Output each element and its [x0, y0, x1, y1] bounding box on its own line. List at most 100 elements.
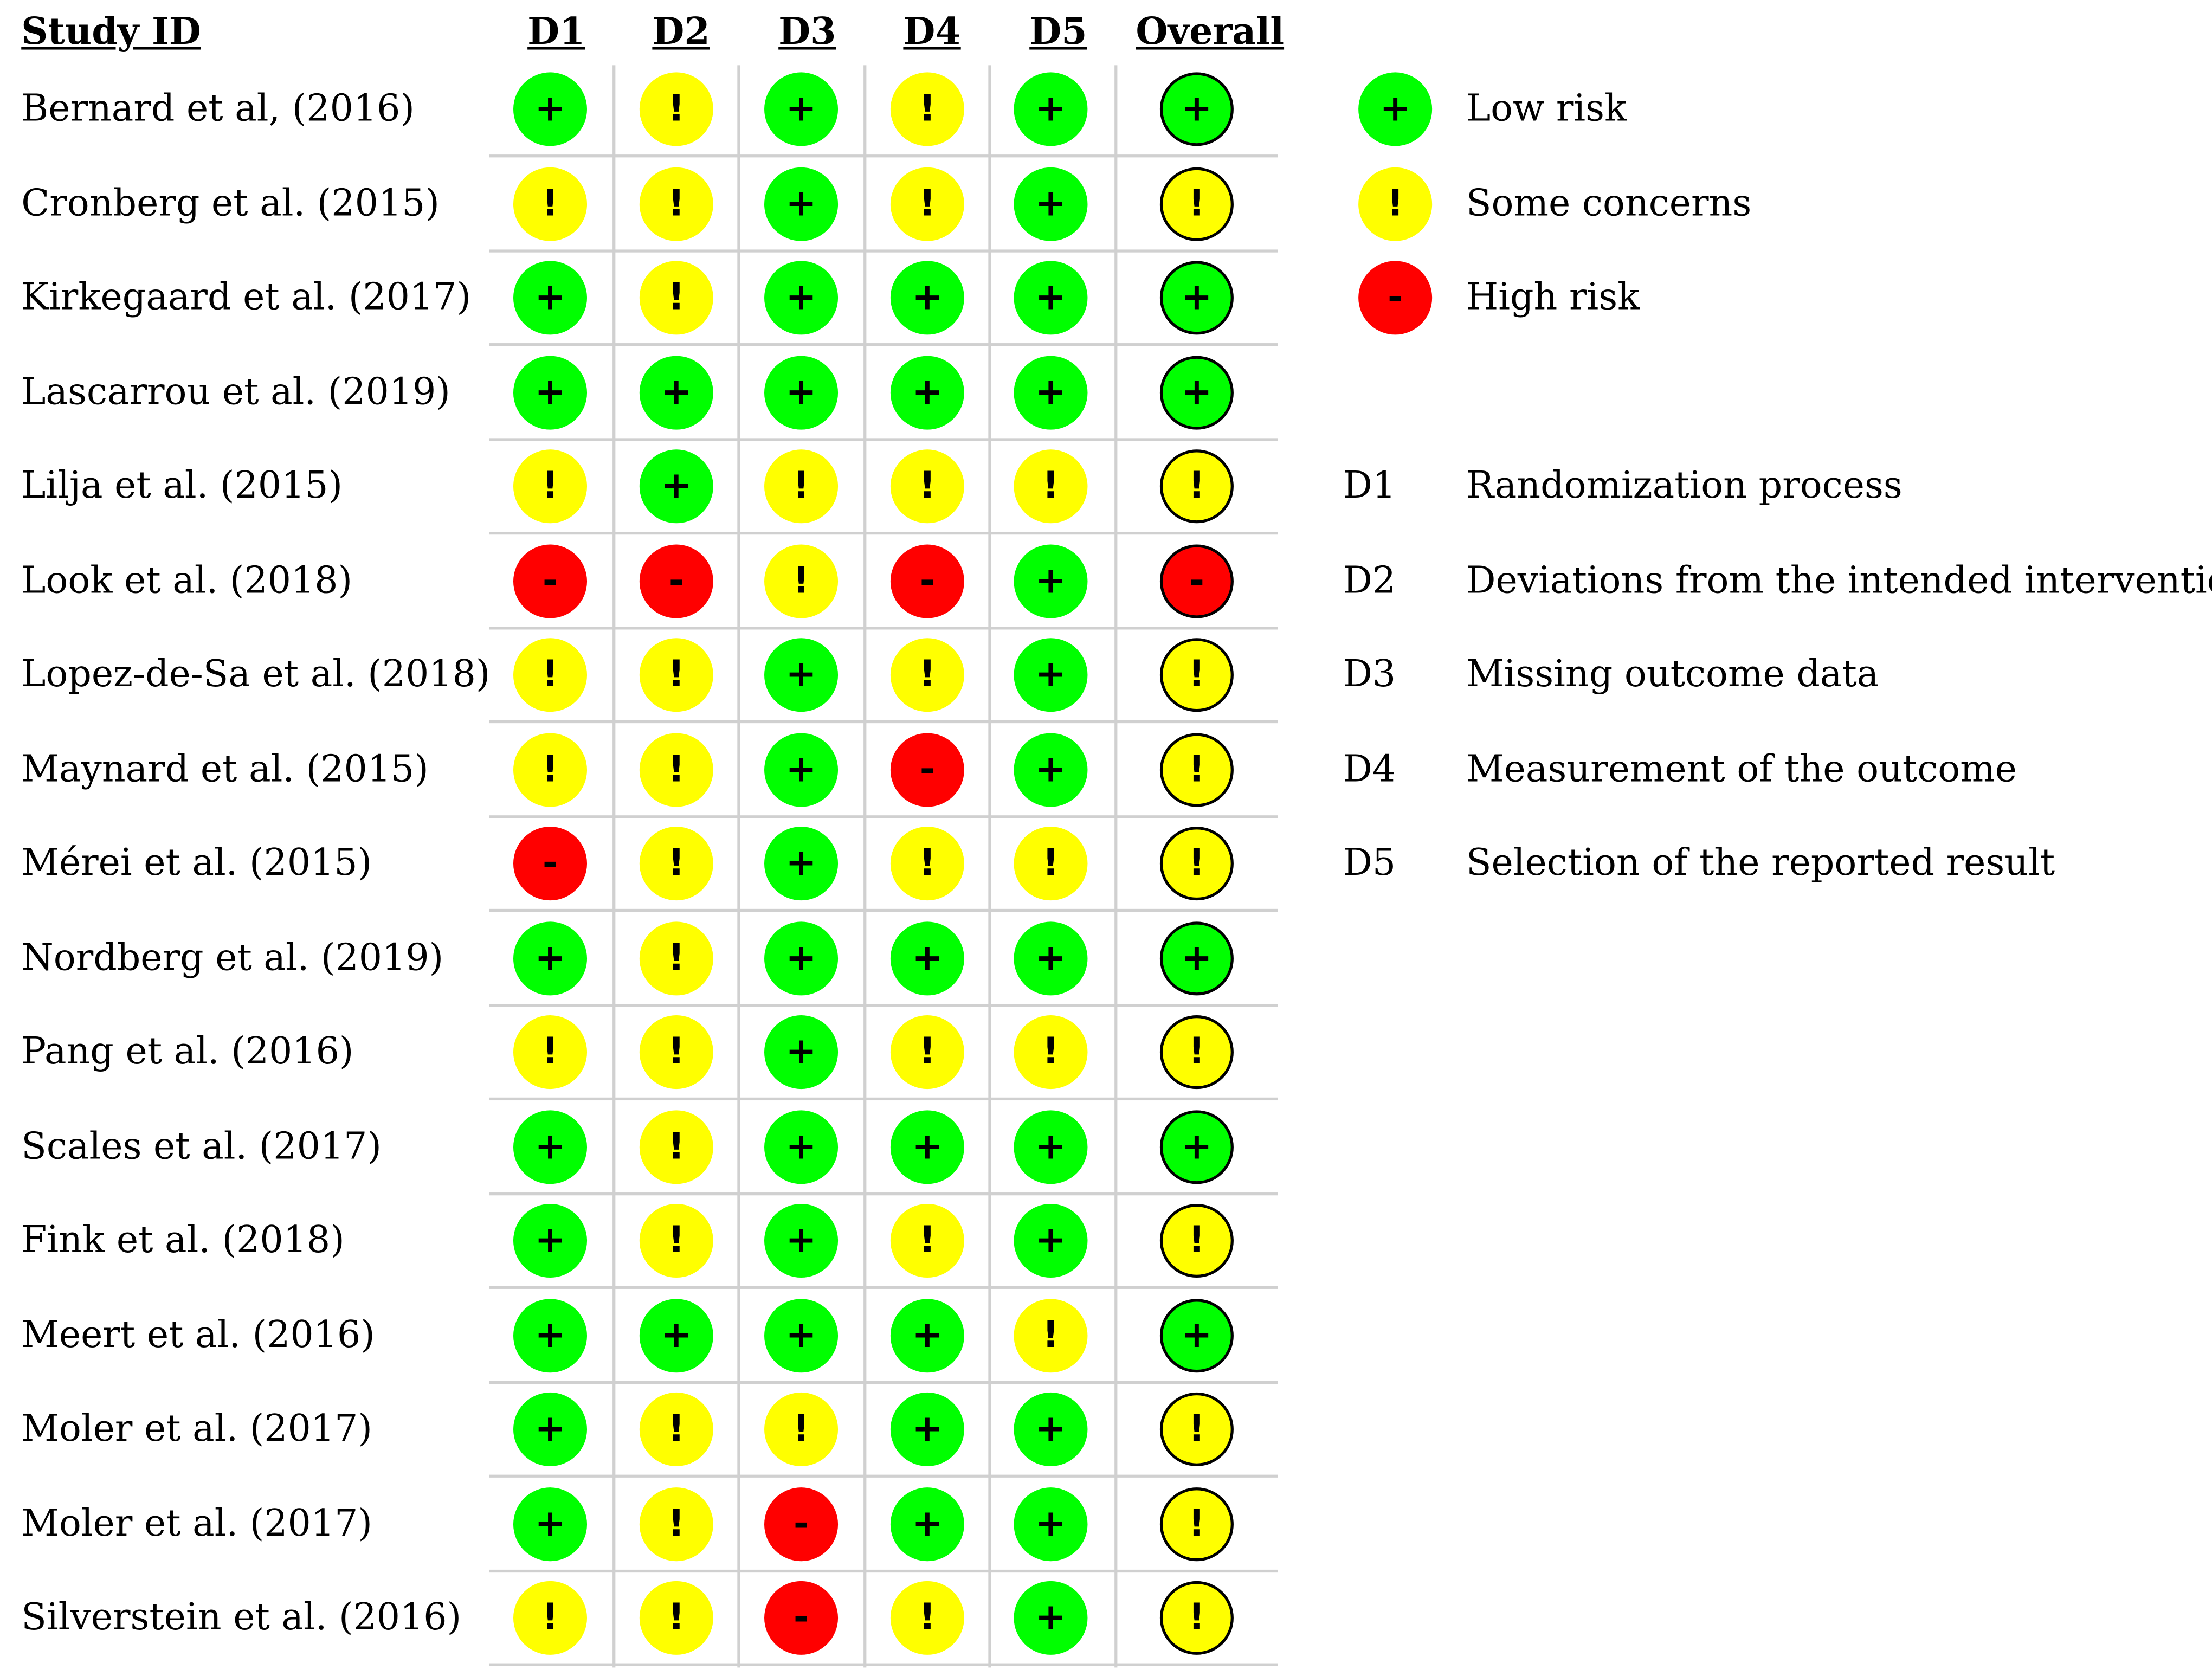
domain-description: Randomization process: [1466, 465, 1903, 508]
rating-dot-d5: +: [1014, 1110, 1088, 1184]
row-separator: [489, 343, 1278, 346]
domain-description: Measurement of the outcome: [1466, 747, 2017, 791]
overall-rating-dot: !: [1159, 1486, 1234, 1561]
study-label: Silverstein et al. (2016): [21, 1596, 462, 1640]
overall-rating-dot: !: [1159, 732, 1234, 807]
rating-dot-d1: +: [513, 1486, 588, 1561]
rating-dot-d3: -: [764, 1581, 839, 1655]
header-d5: D5: [1029, 11, 1087, 54]
overall-rating-dot: !: [1159, 827, 1234, 901]
domain-code: D4: [1343, 747, 1396, 791]
row-separator: [489, 1569, 1278, 1572]
rating-dot-d3: -: [764, 1486, 839, 1561]
legend-label-some: Some concerns: [1466, 182, 1752, 225]
rating-dot-d3: +: [764, 166, 839, 241]
rating-dot-d2: !: [639, 732, 713, 807]
legend-dot-high: -: [1358, 261, 1433, 335]
row-separator: [489, 532, 1278, 535]
row-separator: [489, 1286, 1278, 1290]
rating-dot-d4: +: [890, 1392, 964, 1466]
column-separator: [863, 65, 867, 1668]
rating-dot-d3: +: [764, 638, 839, 712]
rating-dot-d5: !: [1014, 827, 1088, 901]
rating-dot-d1: !: [513, 1581, 588, 1655]
column-separator: [737, 65, 740, 1668]
rating-dot-d1: !: [513, 732, 588, 807]
rating-dot-d4: !: [890, 1015, 964, 1090]
rating-dot-d1: !: [513, 166, 588, 241]
study-label: Cronberg et al. (2015): [21, 182, 440, 225]
study-label: Look et al. (2018): [21, 559, 353, 602]
column-separator: [1114, 65, 1118, 1668]
overall-rating-dot: !: [1159, 638, 1234, 712]
rating-dot-d3: +: [764, 1110, 839, 1184]
domain-description: Deviations from the intended interventio…: [1466, 559, 2212, 602]
rating-dot-d2: !: [639, 261, 713, 335]
rating-dot-d1: +: [513, 72, 588, 146]
study-label: Meert et al. (2016): [21, 1313, 375, 1357]
rating-dot-d5: +: [1014, 1203, 1088, 1278]
overall-rating-dot: +: [1159, 72, 1234, 146]
legend-label-high: High risk: [1466, 276, 1640, 319]
row-separator: [489, 1475, 1278, 1478]
rating-dot-d4: !: [890, 1581, 964, 1655]
rating-dot-d3: +: [764, 732, 839, 807]
rating-dot-d2: !: [639, 638, 713, 712]
overall-rating-dot: !: [1159, 1392, 1234, 1466]
rating-dot-d2: !: [639, 72, 713, 146]
rating-dot-d5: !: [1014, 1298, 1088, 1372]
overall-rating-dot: +: [1159, 1298, 1234, 1372]
overall-rating-dot: +: [1159, 355, 1234, 429]
rating-dot-d3: +: [764, 261, 839, 335]
rating-dot-d2: !: [639, 1581, 713, 1655]
rating-dot-d2: -: [639, 544, 713, 618]
rating-dot-d3: +: [764, 1015, 839, 1090]
study-label: Nordberg et al. (2019): [21, 936, 444, 979]
rating-dot-d4: +: [890, 1298, 964, 1372]
rating-dot-d1: !: [513, 449, 588, 524]
row-separator: [489, 154, 1278, 158]
legend-dot-some: !: [1358, 166, 1433, 241]
row-separator: [489, 909, 1278, 912]
rating-dot-d4: -: [890, 544, 964, 618]
rating-dot-d4: !: [890, 72, 964, 146]
rating-dot-d5: +: [1014, 732, 1088, 807]
domain-code: D1: [1343, 465, 1396, 508]
rating-dot-d3: !: [764, 1392, 839, 1466]
overall-rating-dot: !: [1159, 1203, 1234, 1278]
rating-dot-d3: +: [764, 827, 839, 901]
rating-dot-d2: !: [639, 1392, 713, 1466]
study-label: Lopez-de-Sa et al. (2018): [21, 653, 491, 697]
study-label: Lilja et al. (2015): [21, 465, 343, 508]
overall-rating-dot: -: [1159, 544, 1234, 618]
domain-code: D5: [1343, 842, 1396, 885]
row-separator: [489, 1192, 1278, 1195]
header-study-id: Study ID: [21, 11, 201, 54]
study-label: Scales et al. (2017): [21, 1125, 382, 1168]
study-label: Maynard et al. (2015): [21, 747, 429, 791]
rating-dot-d3: +: [764, 1298, 839, 1372]
rating-dot-d1: +: [513, 1110, 588, 1184]
rating-dot-d2: !: [639, 1110, 713, 1184]
rating-dot-d1: +: [513, 261, 588, 335]
rating-dot-d5: +: [1014, 638, 1088, 712]
rating-dot-d4: +: [890, 921, 964, 995]
rating-dot-d4: +: [890, 355, 964, 429]
study-label: Kirkegaard et al. (2017): [21, 276, 472, 319]
rating-dot-d5: +: [1014, 1486, 1088, 1561]
rating-dot-d2: !: [639, 1486, 713, 1561]
domain-code: D3: [1343, 653, 1396, 697]
header-d1: D1: [527, 11, 585, 54]
row-separator: [489, 815, 1278, 818]
rating-dot-d2: !: [639, 1203, 713, 1278]
study-label: Lascarrou et al. (2019): [21, 371, 450, 414]
rating-dot-d1: -: [513, 544, 588, 618]
rating-dot-d4: !: [890, 638, 964, 712]
overall-rating-dot: !: [1159, 449, 1234, 524]
overall-rating-dot: +: [1159, 921, 1234, 995]
rating-dot-d3: +: [764, 1203, 839, 1278]
rating-dot-d4: +: [890, 1486, 964, 1561]
rating-dot-d4: +: [890, 261, 964, 335]
row-separator: [489, 1664, 1278, 1667]
rating-dot-d1: +: [513, 1203, 588, 1278]
